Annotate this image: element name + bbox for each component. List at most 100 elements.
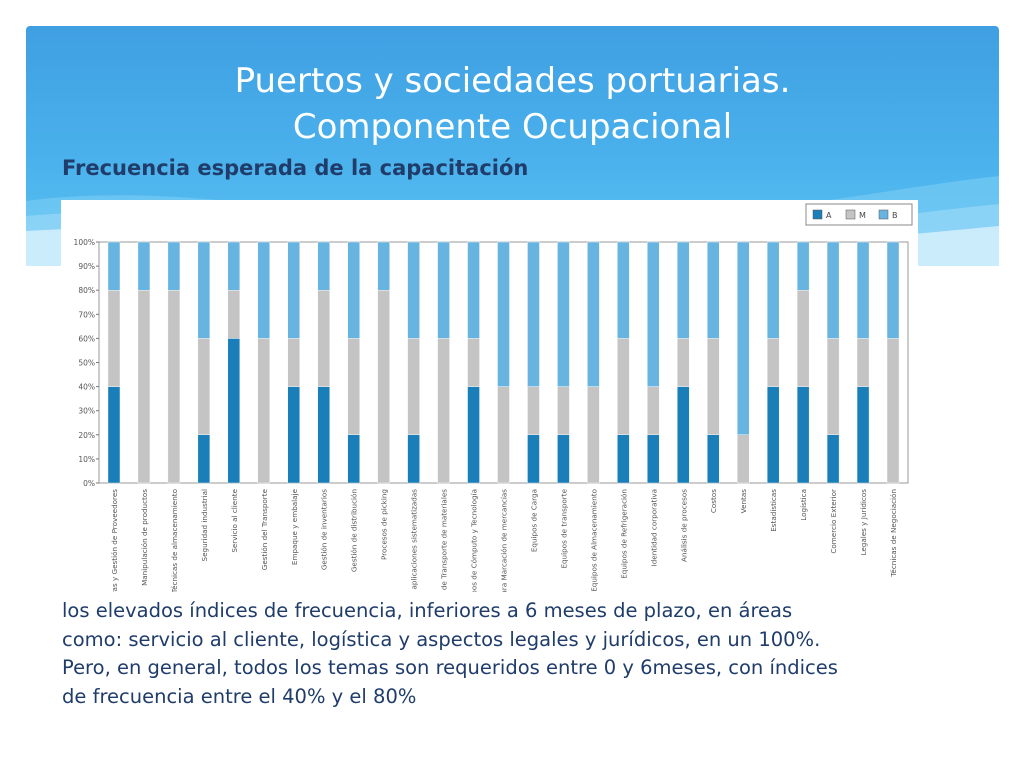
bar-segment-B	[317, 241, 330, 291]
legend-label-A: A	[826, 211, 832, 220]
bar-segment-B	[287, 241, 300, 339]
bar-segment-B	[617, 241, 630, 339]
y-tick-label: 60%	[78, 334, 95, 343]
y-tick-label: 20%	[78, 431, 95, 440]
bar-segment-A	[707, 434, 720, 484]
bar-segment-B	[257, 241, 270, 339]
y-tick-label: 90%	[78, 262, 95, 271]
slide-title-line-1: Puertos y sociedades portuarias.	[234, 61, 791, 101]
bar-segment-A	[617, 434, 630, 484]
legend-box	[805, 203, 913, 226]
bar-segment-B	[467, 241, 480, 339]
bar-segment-M	[826, 338, 840, 435]
x-tick-label: Ventas	[739, 489, 748, 514]
bar-segment-B	[347, 241, 360, 339]
chart-canvas: 0% 10% 20% 30% 40% 50% 60% 70% 80% 90% 100% Compras…	[74, 203, 913, 592]
x-tick-label: Equipos de Refrigeración	[619, 489, 628, 579]
bar-segment-B	[407, 241, 420, 339]
x-tick-label: Seguridad industrial	[200, 489, 209, 561]
x-tick-label: Equipos de Carga	[529, 489, 538, 552]
legend-swatch-B	[878, 209, 889, 220]
x-tick-label: Equipos de transporte	[559, 488, 568, 568]
body-line: los elevados índices de frecuencia, infe…	[62, 599, 793, 622]
bar-segment-M	[557, 386, 570, 436]
bar-segment-M	[317, 289, 330, 387]
bar-segment-A	[107, 386, 121, 484]
bar-segment-M	[347, 338, 360, 435]
bar-segment-B	[137, 241, 151, 291]
bar-segment-M	[227, 289, 241, 339]
x-tick-label: Equipos para Marcación de mercancías	[500, 489, 509, 592]
x-tick-label: Manejo de aplicaciones sistematizadas	[410, 489, 419, 592]
bar-segment-M	[766, 338, 780, 387]
bar-segment-B	[707, 241, 720, 339]
bar-segment-B	[587, 241, 600, 387]
x-tick-label: Equipos de Transporte de materiales	[440, 489, 449, 592]
bar-segment-B	[497, 241, 510, 387]
bar-segment-B	[227, 241, 241, 291]
bar-segment-M	[197, 338, 211, 435]
x-tick-label: Gestión de inventarios	[320, 489, 329, 570]
bar-segment-M	[796, 289, 810, 387]
bar-segment-B	[856, 241, 870, 339]
bar-segment-A	[856, 386, 870, 484]
bar-segment-A	[287, 386, 300, 484]
x-tick-label: Empaque y embalaje	[290, 488, 299, 565]
bar-segment-M	[137, 289, 151, 484]
x-tick-label: Identidad corporativa	[649, 489, 658, 566]
legend-label-M: M	[859, 211, 866, 220]
x-tick-label: Procesos de picking	[380, 489, 389, 560]
x-tick-label: Técnicas de Negociación	[889, 489, 898, 578]
bar-segment-A	[197, 434, 211, 484]
bar-segment-B	[107, 241, 121, 291]
body-paragraph: los elevados índices de frecuencia, infe…	[62, 597, 967, 711]
bar-segment-A	[766, 386, 780, 484]
x-tick-label: Gestión del Transporte	[260, 488, 269, 570]
bar-segment-A	[467, 386, 480, 484]
bar-segment-A	[347, 434, 360, 484]
legend-swatch-A	[812, 209, 823, 220]
x-tick-label: Comercio Exterior	[829, 489, 838, 554]
bar-segment-B	[437, 241, 450, 339]
bar-segment-A	[677, 386, 690, 484]
y-tick-label: 70%	[78, 310, 95, 319]
bar-segment-M	[527, 386, 540, 436]
legend-label-B: B	[892, 211, 898, 220]
y-tick-label: 40%	[78, 383, 95, 392]
x-tick-label: Compras y Gestión de Proveedores	[110, 489, 119, 592]
x-tick-label: Costos	[709, 489, 718, 513]
stacked-bar-chart: 0% 10% 20% 30% 40% 50% 60% 70% 80% 90% 100% Compras…	[61, 200, 918, 592]
bar-segment-M	[257, 338, 270, 484]
bar-segment-A	[826, 434, 840, 484]
bar-segment-B	[826, 241, 840, 339]
y-tick-label: 100%	[74, 238, 95, 247]
bar-segment-A	[796, 386, 810, 484]
bar-segment-M	[886, 338, 900, 484]
y-tick-label: 0%	[83, 479, 95, 488]
y-tick-label: 30%	[78, 407, 95, 416]
bar-segment-M	[647, 386, 660, 436]
bar-segment-A	[557, 434, 570, 484]
bar-segment-M	[467, 338, 480, 387]
bar-segment-M	[737, 434, 750, 484]
bar-segment-A	[227, 338, 241, 484]
bar-segment-B	[737, 241, 750, 436]
bar-segment-M	[707, 338, 720, 435]
bar-segment-M	[677, 338, 690, 387]
slide-subtitle: Frecuencia esperada de la capacitación	[62, 156, 529, 180]
x-tick-label: Manipulación de productos	[140, 489, 149, 586]
slide-title-line-2: Componente Ocupacional	[292, 107, 733, 147]
bar-segment-M	[497, 386, 510, 484]
bar-segment-M	[377, 289, 390, 484]
bar-segment-M	[407, 338, 420, 435]
x-tick-label: Logística	[799, 489, 808, 521]
bar-segment-B	[377, 241, 390, 291]
bar-segment-B	[766, 241, 780, 339]
x-tick-label: Gestión de distribución	[350, 489, 359, 572]
bar-segment-A	[527, 434, 540, 484]
x-tick-label: Legales y Jurídicos	[859, 489, 868, 556]
bar-segment-A	[647, 434, 660, 484]
bar-segment-B	[886, 241, 900, 339]
body-line: Pero, en general, todos los temas son re…	[62, 656, 838, 679]
bar-segment-A	[407, 434, 420, 484]
